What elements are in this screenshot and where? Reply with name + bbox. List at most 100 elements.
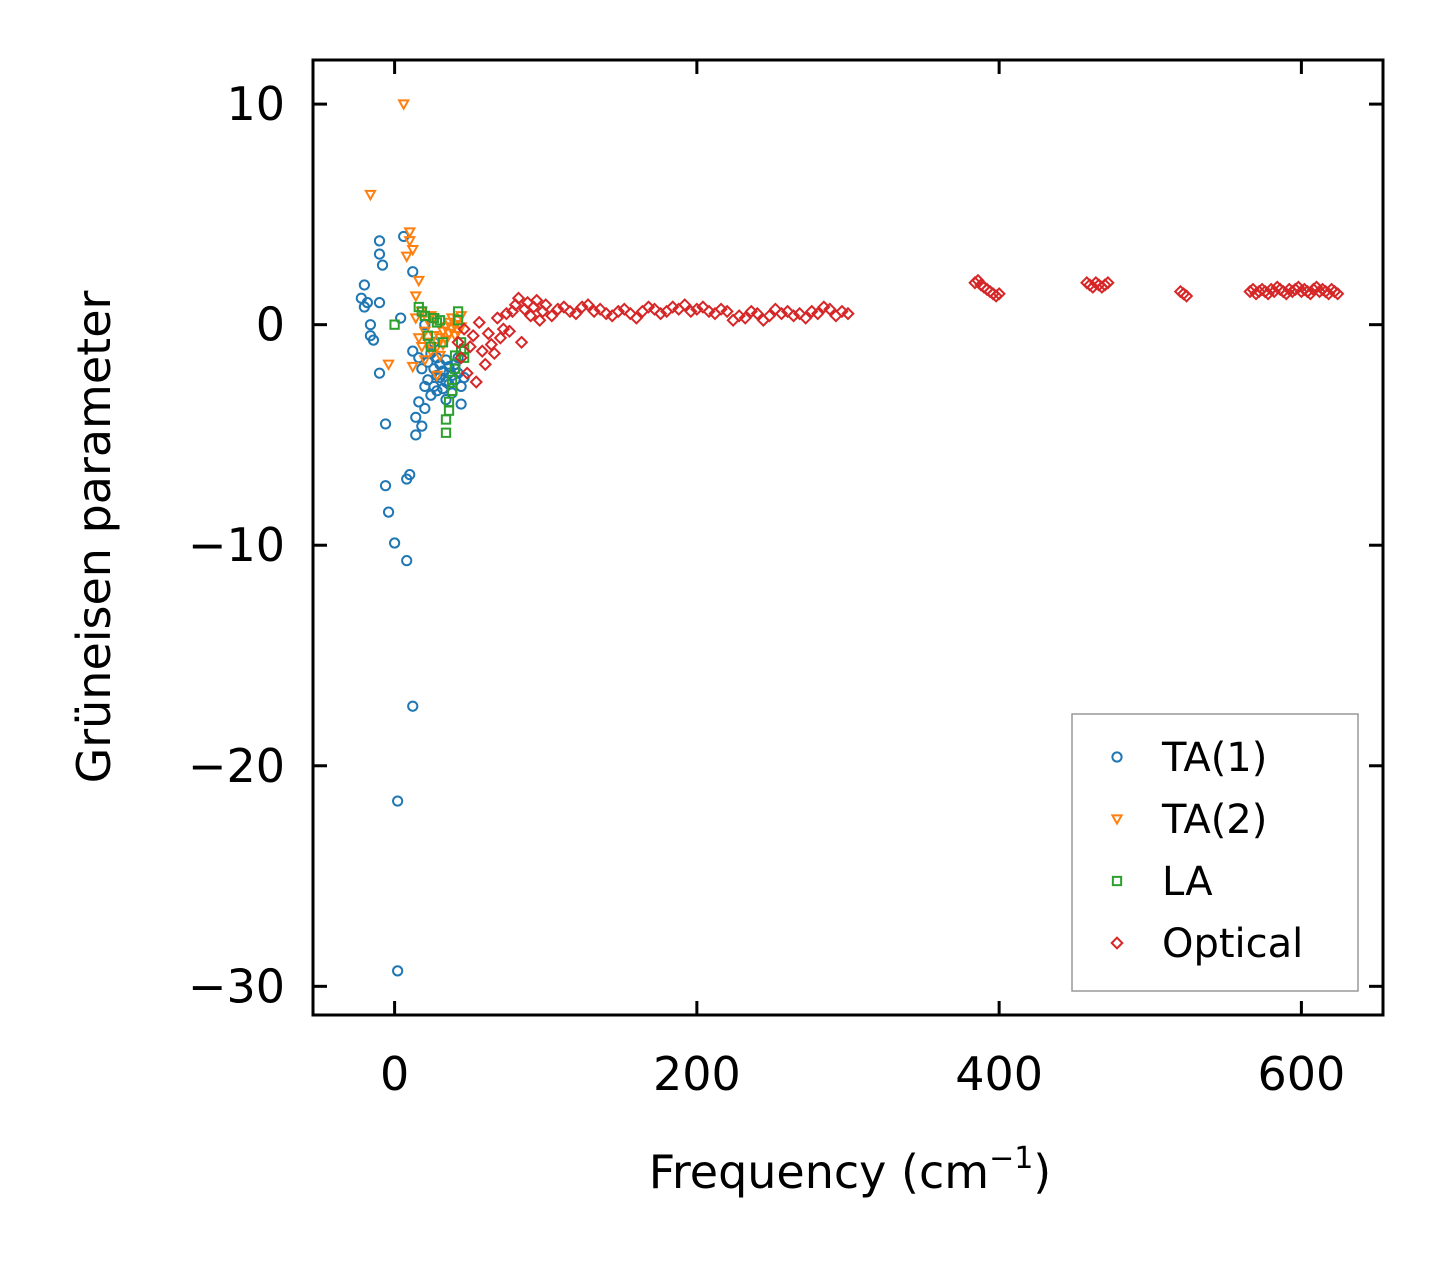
data-point — [989, 289, 1003, 303]
data-point — [434, 315, 446, 326]
data-point — [678, 298, 692, 312]
x-tick-label: 200 — [653, 1047, 741, 1101]
data-point — [392, 965, 404, 977]
data-point — [389, 319, 400, 330]
data-point — [623, 306, 638, 321]
legend-label: TA(1) — [1161, 735, 1267, 781]
data-point — [472, 315, 486, 330]
data-point — [415, 342, 429, 354]
data-point — [373, 248, 386, 260]
data-point — [529, 293, 544, 308]
data-point — [412, 333, 426, 345]
data-point — [406, 361, 420, 374]
data-point — [1267, 284, 1281, 299]
data-point — [490, 311, 505, 325]
data-point — [511, 291, 526, 305]
y-tick-label: −10 — [188, 518, 285, 572]
data-point — [463, 340, 477, 354]
legend: TA(1) TA(2) LA Optical — [1071, 713, 1359, 992]
legend-marker — [1110, 814, 1124, 826]
data-point — [499, 306, 514, 321]
ticks-layer: 0 200 400 600 10 0 −10 −20 −30 — [188, 60, 1383, 1101]
series-la — [389, 301, 470, 438]
data-point — [373, 235, 386, 247]
data-point — [361, 297, 374, 309]
data-point — [1279, 287, 1293, 301]
data-point — [514, 335, 529, 350]
y-tick-label: 10 — [226, 77, 285, 131]
data-point — [455, 398, 467, 410]
data-point — [422, 330, 433, 341]
data-point — [379, 480, 392, 492]
x-tick-label: 0 — [380, 1047, 409, 1101]
data-point — [373, 297, 386, 309]
data-point — [1261, 287, 1275, 301]
data-point — [455, 337, 467, 348]
data-point — [611, 304, 625, 319]
data-point — [454, 322, 468, 334]
data-point — [653, 306, 668, 321]
data-point — [454, 351, 468, 365]
data-point — [413, 396, 425, 408]
data-point — [478, 357, 492, 372]
data-point — [419, 402, 431, 415]
data-point — [523, 309, 538, 323]
data-point — [364, 319, 377, 331]
data-point — [403, 227, 417, 239]
data-point — [403, 236, 417, 248]
data-point — [440, 394, 452, 406]
data-point — [452, 352, 464, 364]
data-point — [992, 287, 1006, 301]
data-point — [407, 700, 419, 712]
data-point — [647, 302, 662, 316]
data-point — [382, 506, 395, 518]
data-point — [841, 306, 855, 321]
data-point — [690, 302, 704, 316]
data-point — [466, 328, 480, 343]
data-point — [629, 311, 644, 325]
data-point — [400, 251, 414, 263]
x-tick-label: 400 — [955, 1047, 1043, 1101]
data-point — [364, 189, 377, 202]
y-axis-title: Grüneisen parameter — [67, 290, 121, 783]
data-point — [1086, 280, 1100, 294]
data-point — [593, 302, 607, 316]
x-axis-title: Frequency (cm−1) — [649, 1141, 1052, 1199]
data-point — [460, 366, 474, 380]
data-point — [410, 429, 422, 441]
data-point — [502, 324, 517, 338]
data-point — [1321, 287, 1336, 301]
data-point — [493, 331, 508, 345]
data-point — [811, 306, 825, 321]
data-point — [823, 302, 837, 316]
data-point — [551, 302, 565, 316]
data-point — [412, 275, 426, 288]
y-tick-label: −30 — [188, 959, 285, 1013]
data-point — [409, 291, 423, 303]
data-point — [545, 309, 559, 323]
data-point — [431, 385, 443, 397]
data-point — [407, 345, 419, 357]
data-point — [407, 266, 419, 278]
data-point — [410, 411, 422, 423]
data-point — [557, 300, 571, 314]
data-point — [418, 355, 432, 367]
data-point — [443, 396, 455, 407]
data-point — [382, 359, 395, 372]
data-point — [575, 300, 589, 314]
data-point — [431, 317, 443, 328]
x-axis-title-suffix: ) — [1033, 1145, 1051, 1199]
data-point — [389, 537, 401, 549]
legend-marker — [1110, 936, 1124, 950]
data-point — [762, 309, 777, 323]
data-point — [379, 418, 392, 430]
data-point — [1098, 278, 1112, 292]
y-tick-label: −20 — [188, 739, 285, 793]
data-point — [440, 427, 452, 438]
data-point — [532, 313, 547, 327]
data-point — [481, 326, 496, 341]
data-point — [780, 304, 795, 319]
data-point — [404, 469, 416, 481]
